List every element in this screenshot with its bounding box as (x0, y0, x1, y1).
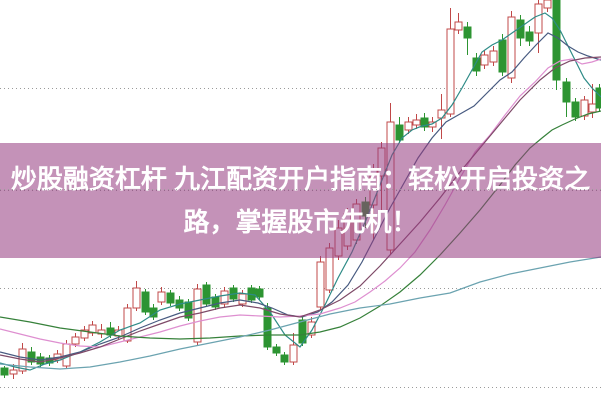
ma-maroon (0, 56, 601, 363)
ma-slow-green (0, 110, 601, 340)
ma-pink (0, 58, 601, 348)
ma-slowest-cadet (0, 256, 601, 370)
gridline-overlay (0, 189, 601, 190)
banner-text-line1: 炒股融资杠杆 九江配资开户指南：轻松开启投资之 (10, 163, 591, 194)
promo-banner[interactable]: 炒股融资杠杆 九江配资开户指南：轻松开启投资之 路，掌握股市先机！ (0, 143, 601, 258)
banner-text-line2: 路，掌握股市先机！ (183, 206, 418, 237)
ma-mid-navy (0, 32, 601, 361)
